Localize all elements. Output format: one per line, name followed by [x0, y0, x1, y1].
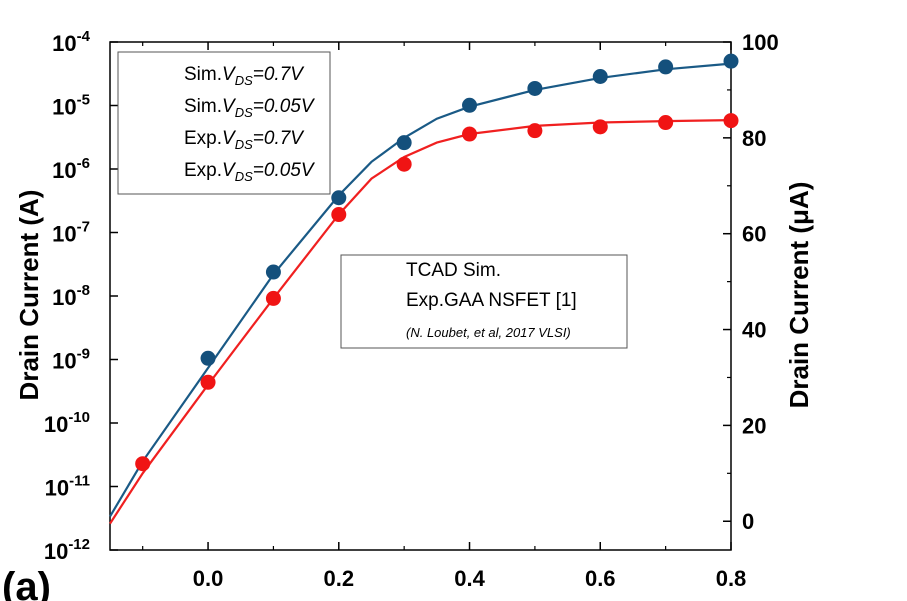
legend-vds-box	[117, 51, 331, 195]
legend-source: TCAD Sim. Exp.GAA NSFET [1] (N. Loubet, …	[340, 254, 628, 349]
y-axis-title-right: Drain Current (μA)	[784, 182, 814, 409]
data-point-exp_high	[462, 97, 478, 113]
legend-exp-label: Exp.GAA NSFET [1]	[406, 290, 577, 311]
y2-tick-label: 60	[742, 222, 766, 247]
data-point-exp_low	[265, 290, 281, 306]
x-tick-label: 0.6	[585, 566, 616, 591]
data-point-exp_high	[658, 59, 674, 75]
data-point-exp_low	[723, 113, 739, 129]
data-point-exp_low	[592, 119, 608, 135]
series-points	[135, 53, 739, 472]
data-point-exp_high	[723, 53, 739, 69]
y-tick-label: 10-9	[52, 346, 90, 374]
data-point-exp_high	[592, 69, 608, 85]
y-axis-right: 100 80 60 40 20 0	[723, 30, 779, 534]
y2-tick-label: 0	[742, 509, 754, 534]
x-tick-label: 0.4	[454, 566, 485, 591]
data-point-exp_low	[462, 126, 478, 142]
y2-tick-label: 100	[742, 30, 779, 55]
data-point-exp_low	[135, 456, 151, 472]
y-tick-label: 10-7	[52, 219, 90, 247]
data-point-exp_high	[331, 190, 347, 206]
legend-entry: Sim.VDS=0.05V	[184, 96, 316, 120]
legend-entry: Exp.VDS=0.7V	[184, 128, 305, 152]
y-tick-label: 10-8	[52, 282, 90, 310]
legend-source-box	[340, 254, 628, 349]
data-point-exp_high	[200, 350, 216, 366]
legend-tcad-label: TCAD Sim.	[406, 260, 501, 281]
panel-label: (a)	[2, 565, 51, 601]
x-tick-label: 0.2	[323, 566, 354, 591]
x-tick-label: 0.0	[193, 566, 224, 591]
data-point-exp_high	[396, 135, 412, 151]
y-tick-label: 10-12	[44, 536, 90, 564]
data-point-exp_low	[331, 207, 347, 223]
y-tick-label: 10-6	[52, 155, 90, 183]
legend-entry: Exp.VDS=0.05V	[184, 160, 316, 184]
legend-entry: Sim.VDS=0.7V	[184, 64, 305, 88]
y-tick-label: 10-10	[44, 409, 90, 437]
x-axis: 0.0 0.2 0.4 0.6 0.8	[142, 42, 747, 591]
y2-tick-label: 40	[742, 318, 766, 343]
data-point-exp_low	[200, 374, 216, 390]
data-point-exp_low	[658, 115, 674, 131]
legend-vds: Sim.VDS=0.7V Sim.VDS=0.05V Exp.VDS=0.7V Exp…	[117, 51, 331, 195]
y-tick-label: 10-11	[45, 473, 90, 501]
y2-tick-label: 20	[742, 413, 766, 438]
data-point-exp_high	[527, 80, 543, 96]
y2-tick-label: 80	[742, 126, 766, 151]
x-tick-label: 0.8	[716, 566, 747, 591]
y-tick-label: 10-4	[52, 28, 90, 56]
y-axis-title-left: Drain Current (A)	[14, 190, 44, 401]
data-point-exp_high	[265, 264, 281, 280]
data-point-exp_low	[527, 123, 543, 139]
y-tick-label: 10-5	[52, 92, 90, 120]
y-axis-left: 10-4 10-5 10-6 10-7 10-8 10-9 10-10 10-11 10-12	[44, 28, 118, 564]
legend-citation: (N. Loubet, et al, 2017 VLSI)	[406, 325, 571, 340]
data-point-exp_low	[396, 156, 412, 172]
